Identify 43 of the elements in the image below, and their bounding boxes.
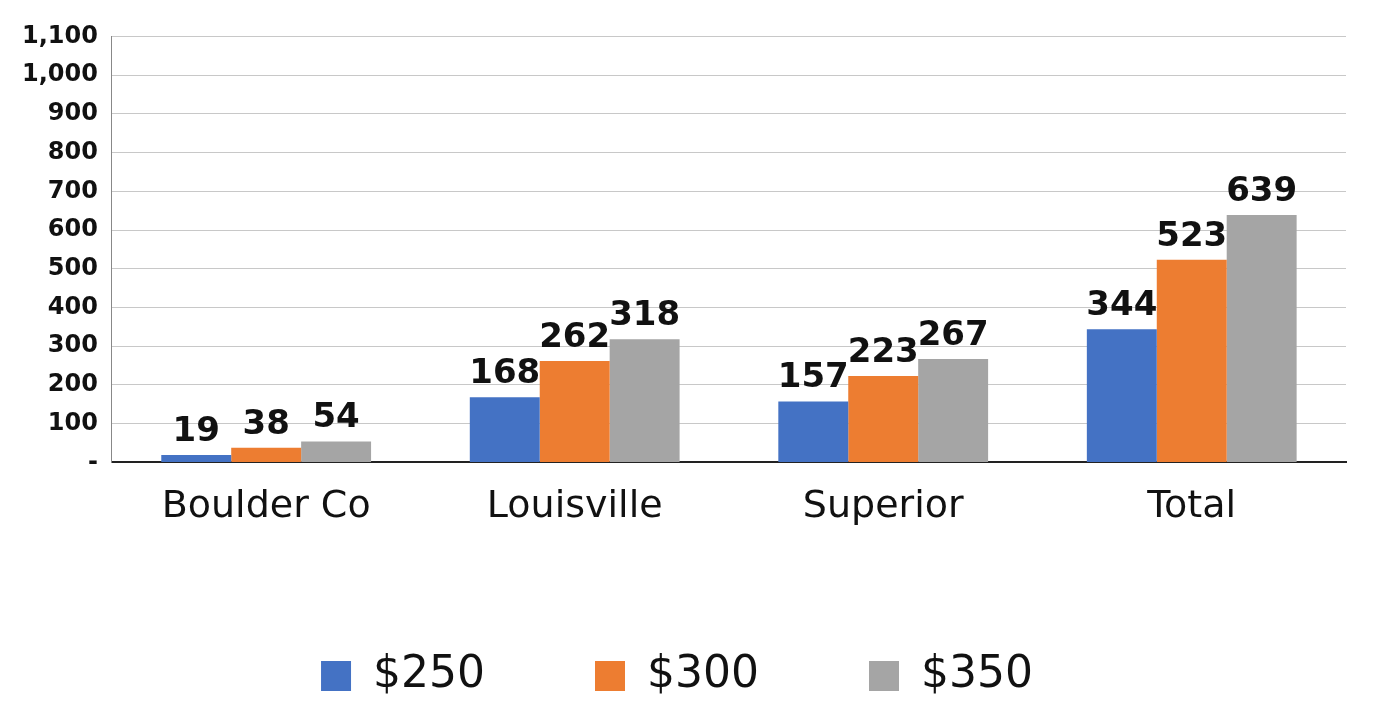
x-tick-label: Boulder Co — [161, 482, 371, 527]
bar — [1156, 259, 1227, 462]
x-tick-label: Louisville — [486, 482, 663, 527]
legend-label: $300 — [647, 646, 759, 698]
bar — [918, 359, 989, 462]
y-tick-label: 600 — [47, 214, 98, 243]
data-label: 318 — [609, 293, 681, 334]
data-label: 267 — [917, 312, 989, 353]
y-tick-label: 500 — [47, 253, 98, 281]
y-tick-label: 300 — [47, 330, 98, 359]
legend-label: $250 — [373, 646, 486, 698]
y-tick-label: 100 — [47, 407, 98, 436]
data-label: 523 — [1156, 213, 1228, 254]
y-tick-label: 400 — [47, 291, 98, 320]
bar — [231, 447, 302, 462]
y-tick-label: - — [87, 446, 98, 475]
bar — [1226, 214, 1297, 462]
data-label: 19 — [172, 408, 220, 449]
y-tick-label: 200 — [47, 369, 98, 398]
data-label: 157 — [777, 355, 849, 396]
data-label: 344 — [1086, 283, 1158, 324]
bar — [1086, 329, 1157, 462]
bar — [848, 376, 919, 462]
bar — [539, 360, 610, 462]
bar — [469, 397, 540, 462]
legend-label: $350 — [920, 646, 1033, 698]
y-tick-label: 1,100 — [21, 20, 98, 49]
bar — [161, 455, 232, 462]
y-tick-label: 900 — [47, 98, 98, 127]
data-label: 168 — [469, 351, 541, 392]
bar — [778, 401, 849, 462]
data-label: 38 — [242, 401, 290, 442]
x-tick-label: Superior — [802, 482, 964, 527]
data-label: 223 — [847, 329, 919, 370]
y-tick-label: 1,000 — [21, 59, 98, 88]
data-label: 54 — [312, 395, 360, 436]
bar — [301, 441, 372, 462]
x-tick-label: Total — [1146, 482, 1237, 527]
data-label: 262 — [539, 314, 611, 355]
data-label: 639 — [1226, 168, 1298, 209]
bar — [609, 339, 680, 462]
y-tick-label: 700 — [47, 175, 98, 204]
y-tick-label: 800 — [47, 136, 98, 165]
